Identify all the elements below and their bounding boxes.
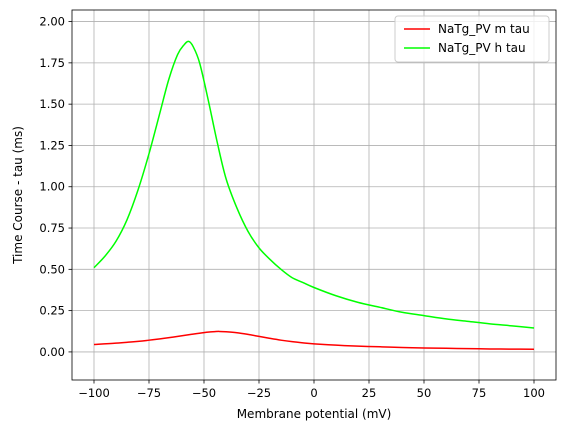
legend-label: NaTg_PV m tau: [438, 22, 530, 36]
grid: [72, 10, 556, 380]
series-line-1: [93, 330, 535, 351]
y-tick-label: 1.75: [39, 56, 65, 70]
x-tick-label: −50: [192, 386, 216, 400]
x-tick-label: 50: [417, 386, 432, 400]
y-tick-label: 2.00: [39, 15, 65, 29]
x-axis-label: Membrane potential (mV): [237, 407, 392, 421]
legend-label: NaTg_PV h tau: [438, 41, 526, 55]
x-tick-label: −75: [137, 386, 161, 400]
ticks: −100 −75 −50 −25 0 25 50 75 100 0.00 0.25 0.50 0.75 1…: [39, 15, 545, 400]
y-tick-label: 0.25: [39, 304, 65, 318]
y-tick-label: 0.00: [39, 345, 65, 359]
y-tick-label: 1.25: [39, 138, 65, 152]
y-tick-label: 0.50: [39, 262, 65, 276]
series-layer: [93, 40, 535, 351]
legend-box: [394, 15, 550, 63]
legend: NaTg_PV m tau NaTg_PV h tau: [394, 15, 550, 63]
y-tick-label: 1.00: [39, 180, 65, 194]
y-tick-label: 0.75: [39, 221, 65, 235]
x-tick-label: 0: [310, 386, 317, 400]
y-tick-label: 1.50: [39, 97, 65, 111]
series-line-2: [93, 40, 535, 329]
x-tick-label: 100: [523, 386, 545, 400]
x-tick-label: −25: [247, 386, 271, 400]
x-tick-label: 25: [362, 386, 377, 400]
x-tick-label: 75: [472, 386, 487, 400]
y-axis-label: Time Course - tau (ms): [11, 126, 25, 265]
x-tick-label: −100: [78, 386, 110, 400]
